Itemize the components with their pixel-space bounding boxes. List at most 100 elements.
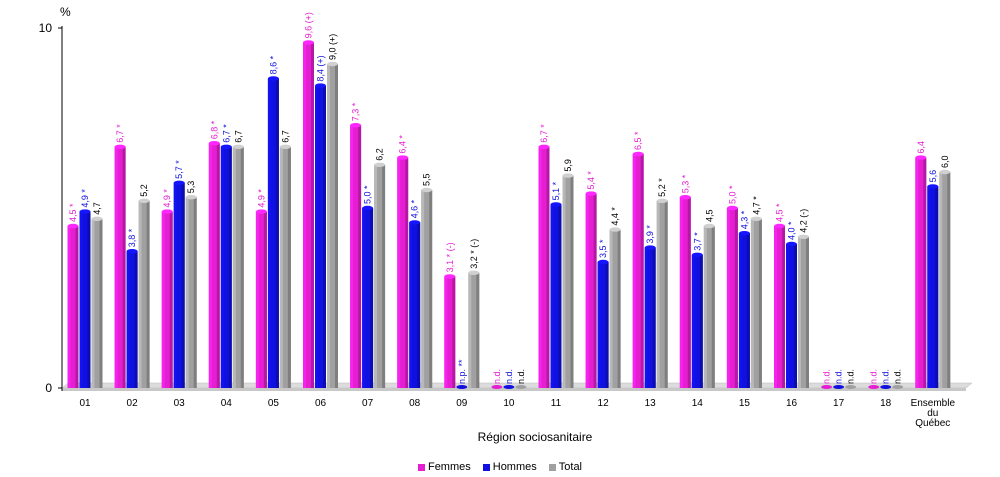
bar-highlight xyxy=(597,262,601,388)
bar-cap xyxy=(726,205,738,211)
bar-highlight xyxy=(679,197,683,388)
bar-cap xyxy=(444,274,456,279)
data-label: 5,9 xyxy=(563,159,573,172)
bar xyxy=(208,143,220,388)
x-axis-label: Région sociosanitaire xyxy=(478,430,593,444)
bar-cap xyxy=(161,209,173,214)
bar-highlight xyxy=(173,182,177,388)
bar xyxy=(585,193,597,388)
bar-cap xyxy=(409,220,421,225)
bar xyxy=(138,200,150,388)
bar-stub xyxy=(456,385,468,389)
bar xyxy=(644,247,656,388)
bar-stub xyxy=(880,385,892,389)
bar-shade xyxy=(570,175,574,388)
chart-legend: Femmes Hommes Total xyxy=(0,461,1000,474)
bar-shade xyxy=(405,157,409,388)
data-label: 4,5 xyxy=(704,209,714,222)
bar xyxy=(409,222,421,388)
bar-highlight xyxy=(726,208,730,388)
bar-cap xyxy=(208,141,220,146)
bar-cap xyxy=(786,241,797,247)
bar-cap xyxy=(679,195,691,200)
bar-cap xyxy=(303,40,314,45)
data-label: 5,2 * xyxy=(657,178,667,197)
bar-shade xyxy=(794,244,797,388)
bar-shade xyxy=(263,211,267,388)
data-label: 5,2 xyxy=(139,184,149,197)
data-label: 6,7 * xyxy=(221,124,231,143)
bar xyxy=(786,244,797,388)
bar-shade xyxy=(923,157,927,388)
data-label: 4,4 * xyxy=(610,207,620,226)
data-label: 6,8 * xyxy=(209,120,219,139)
bar-stub xyxy=(845,385,857,389)
data-label: 3,2 * (-) xyxy=(469,239,479,269)
bar-cap xyxy=(327,61,338,67)
data-label: 4,2 (-) xyxy=(799,209,809,233)
data-label: 4,6 * xyxy=(410,199,420,218)
bar-shade xyxy=(605,262,609,388)
bar-shade xyxy=(417,222,421,388)
bar-cap xyxy=(632,151,644,157)
bar xyxy=(798,236,809,388)
bar-shade xyxy=(558,204,562,388)
x-tick-label: 13 xyxy=(645,398,657,409)
bar-cap xyxy=(267,76,279,81)
bar-highlight xyxy=(656,200,660,388)
bar xyxy=(691,254,703,388)
bar-shade xyxy=(734,208,738,388)
x-tick-label: 04 xyxy=(221,398,233,409)
bar-shade xyxy=(617,229,621,388)
x-tick-label: 15 xyxy=(739,398,751,409)
bar-stub xyxy=(833,385,845,389)
bar-shade xyxy=(275,78,279,389)
chart-bars xyxy=(67,40,951,389)
bar-highlight xyxy=(585,193,589,388)
bar-cap xyxy=(255,209,267,214)
bar xyxy=(67,226,79,388)
bar-highlight xyxy=(632,154,636,388)
bar-shade xyxy=(287,146,291,388)
bar-shade xyxy=(699,254,703,388)
x-tick-label: 14 xyxy=(692,398,704,409)
data-label: 4,9 * xyxy=(80,189,90,208)
bar xyxy=(597,262,609,388)
bar-highlight xyxy=(362,208,366,388)
bar-cap xyxy=(656,198,668,203)
bar xyxy=(656,200,668,388)
x-tick-label: 07 xyxy=(362,398,374,409)
bar-cap xyxy=(597,259,609,265)
bar-cap xyxy=(138,198,150,203)
bar-shade xyxy=(746,233,750,388)
bar-shade xyxy=(782,226,785,388)
bar-shade xyxy=(216,143,220,388)
bar-stub xyxy=(868,385,880,389)
bar xyxy=(161,211,173,388)
bar-highlight xyxy=(550,204,554,388)
bar-stub xyxy=(491,385,503,389)
bar-shade xyxy=(370,208,374,388)
data-label: 6,5 * xyxy=(633,131,643,150)
bar-highlight xyxy=(421,190,425,388)
x-tick-label: 18 xyxy=(880,398,892,409)
x-tick-label: 01 xyxy=(79,398,91,409)
bar-cap xyxy=(374,162,386,167)
x-tick-label: 11 xyxy=(551,398,562,409)
data-label: 4,3 * xyxy=(739,210,749,229)
bar xyxy=(726,208,738,388)
data-label: 6,7 * xyxy=(115,124,125,143)
bar-cap xyxy=(79,209,91,214)
bar xyxy=(374,164,386,388)
bar xyxy=(397,157,409,388)
bar xyxy=(550,204,562,388)
bar-shade xyxy=(711,226,715,388)
bar xyxy=(279,146,291,388)
bar-highlight xyxy=(644,247,648,388)
bar-highlight xyxy=(208,143,212,388)
bar-highlight xyxy=(91,218,95,388)
bar-shade xyxy=(382,164,386,388)
bar-highlight xyxy=(774,226,777,388)
x-tick-label: 12 xyxy=(598,398,610,409)
bar xyxy=(927,186,939,388)
